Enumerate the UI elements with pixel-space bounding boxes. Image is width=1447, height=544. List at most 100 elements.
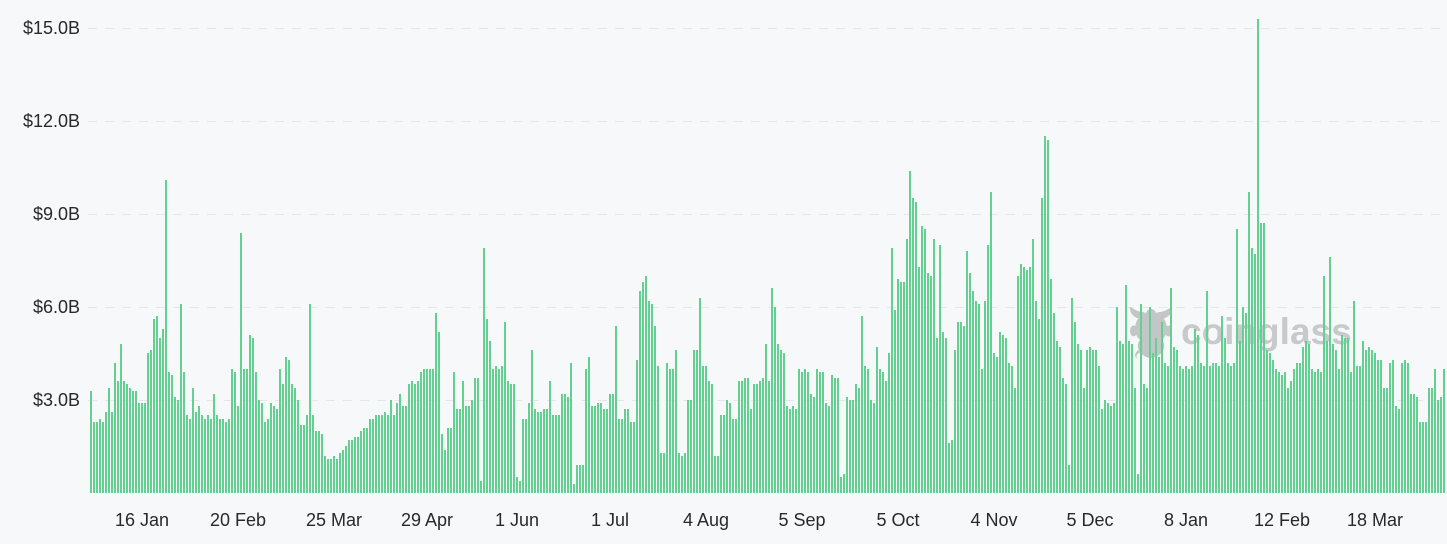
volume-bar[interactable] [219,419,221,493]
volume-bar[interactable] [939,245,941,493]
volume-bar[interactable] [891,248,893,493]
volume-bar[interactable] [405,406,407,493]
volume-bar[interactable] [1377,360,1379,493]
volume-bar[interactable] [1083,388,1085,493]
volume-bar[interactable] [402,406,404,493]
volume-bar[interactable] [348,440,350,493]
volume-bar[interactable] [837,378,839,493]
volume-bar[interactable] [378,415,380,493]
volume-bar[interactable] [981,369,983,493]
volume-bar[interactable] [456,409,458,493]
volume-bar[interactable] [1038,319,1040,493]
volume-bar[interactable] [357,437,359,493]
volume-bar[interactable] [753,384,755,493]
volume-bar[interactable] [414,384,416,493]
volume-bar[interactable] [954,350,956,493]
volume-bar[interactable] [1431,388,1433,493]
volume-bar[interactable] [519,481,521,493]
volume-bar[interactable] [1200,363,1202,493]
volume-bar[interactable] [1008,363,1010,493]
volume-bar[interactable] [909,171,911,493]
volume-bar[interactable] [807,372,809,493]
volume-bar[interactable] [918,267,920,493]
volume-bar[interactable] [564,394,566,493]
volume-bar[interactable] [987,245,989,493]
volume-bar[interactable] [525,419,527,493]
volume-bar[interactable] [1119,341,1121,493]
volume-bar[interactable] [777,344,779,493]
volume-bar[interactable] [867,369,869,493]
volume-bar[interactable] [1110,406,1112,493]
volume-bar[interactable] [858,388,860,493]
volume-bar[interactable] [117,381,119,493]
volume-bar[interactable] [462,381,464,493]
volume-bar[interactable] [966,251,968,493]
volume-bar[interactable] [1311,369,1313,493]
volume-bar[interactable] [558,415,560,493]
volume-bar[interactable] [816,369,818,493]
volume-bar[interactable] [1242,307,1244,493]
volume-bar[interactable] [870,400,872,493]
volume-bar[interactable] [819,372,821,493]
volume-bar[interactable] [432,369,434,493]
volume-bar[interactable] [615,326,617,493]
volume-bar[interactable] [906,239,908,493]
volume-bar[interactable] [447,428,449,493]
volume-bar[interactable] [1371,350,1373,493]
volume-bar[interactable] [309,304,311,493]
volume-bar[interactable] [534,409,536,493]
volume-bar[interactable] [876,347,878,493]
volume-bar[interactable] [1164,363,1166,493]
volume-bar[interactable] [747,378,749,493]
volume-bar[interactable] [225,422,227,493]
volume-bar[interactable] [864,366,866,493]
volume-bar[interactable] [801,372,803,493]
volume-bar[interactable] [624,409,626,493]
volume-bar[interactable] [729,403,731,493]
volume-bar[interactable] [1155,338,1157,493]
volume-bar[interactable] [690,400,692,493]
volume-bar[interactable] [975,301,977,493]
volume-bar[interactable] [1392,360,1394,493]
volume-bar[interactable] [210,419,212,493]
volume-bar[interactable] [540,412,542,493]
volume-bar[interactable] [381,415,383,493]
volume-bar[interactable] [1188,369,1190,493]
volume-bar[interactable] [621,419,623,493]
volume-bar[interactable] [639,291,641,493]
volume-bar[interactable] [1308,344,1310,493]
volume-bar[interactable] [333,456,335,493]
volume-bar[interactable] [288,360,290,493]
volume-bar[interactable] [1407,363,1409,493]
volume-bar[interactable] [582,465,584,493]
volume-bar[interactable] [339,453,341,493]
volume-bar[interactable] [1380,360,1382,493]
volume-bar[interactable] [714,456,716,493]
volume-bar[interactable] [1197,335,1199,493]
volume-bar[interactable] [342,450,344,493]
volume-bar[interactable] [1047,140,1049,493]
volume-bar[interactable] [756,384,758,493]
volume-bar[interactable] [1005,338,1007,493]
volume-bar[interactable] [804,369,806,493]
volume-bar[interactable] [171,375,173,493]
volume-bar[interactable] [387,415,389,493]
volume-bar[interactable] [513,384,515,493]
volume-bar[interactable] [1080,350,1082,493]
volume-bar[interactable] [1227,363,1229,493]
volume-bar[interactable] [231,369,233,493]
volume-bar[interactable] [672,369,674,493]
volume-bar[interactable] [366,428,368,493]
volume-bar[interactable] [783,353,785,493]
volume-bar[interactable] [1221,316,1223,493]
volume-bar[interactable] [1359,366,1361,493]
volume-bar[interactable] [1137,474,1139,493]
volume-bar[interactable] [258,400,260,493]
volume-bar[interactable] [879,369,881,493]
volume-bar[interactable] [1257,19,1259,493]
volume-bar[interactable] [417,381,419,493]
volume-bar[interactable] [375,415,377,493]
volume-bar[interactable] [321,434,323,493]
volume-bar[interactable] [708,381,710,493]
volume-bar[interactable] [1350,372,1352,493]
